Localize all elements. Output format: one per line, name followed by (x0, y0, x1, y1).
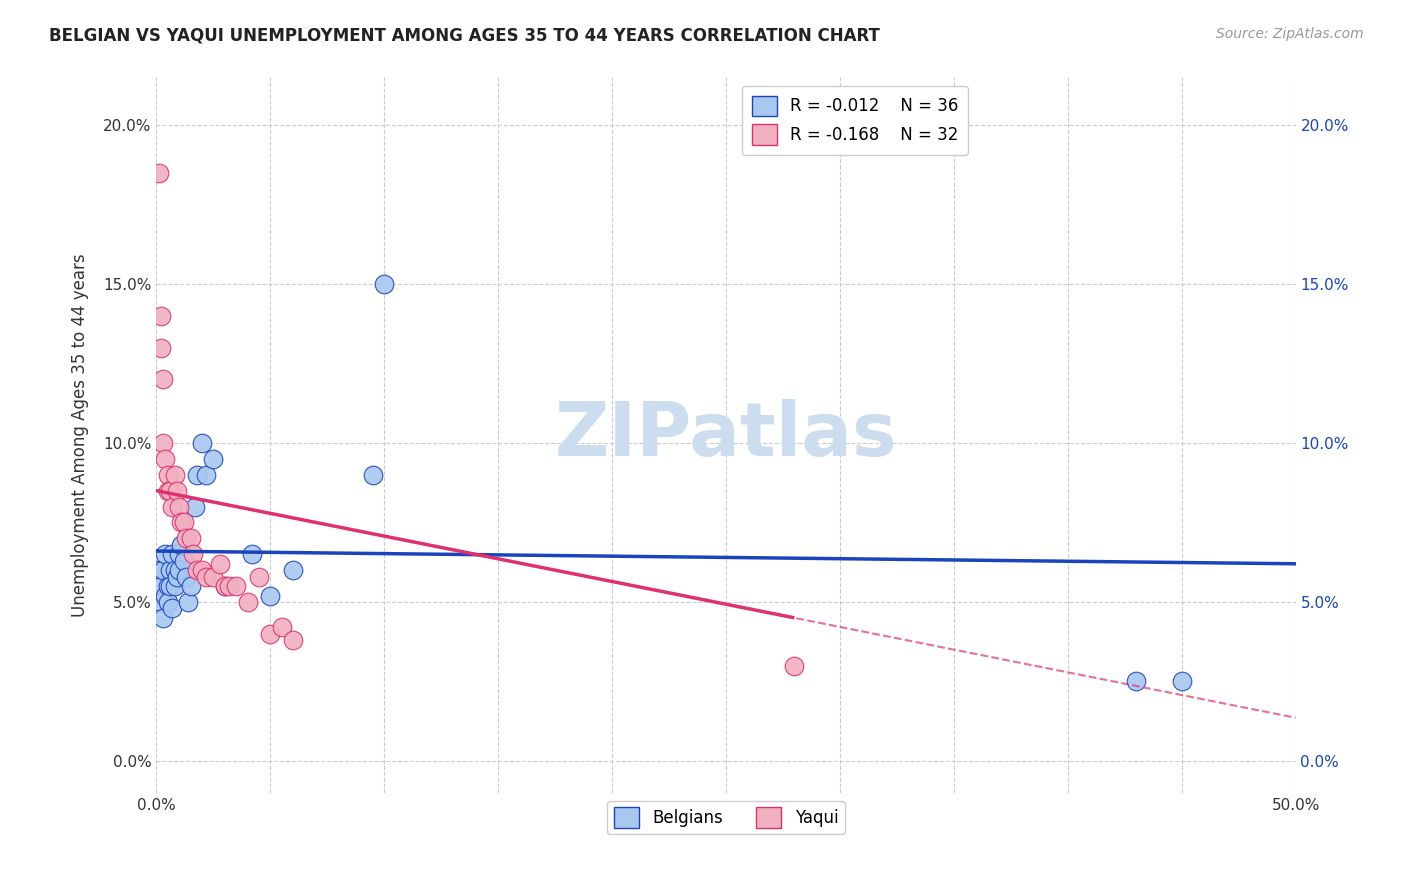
Point (270, 620, 292, 634)
Point (167, 563, 190, 577)
Legend: Belgians, Yaqui: Belgians, Yaqui (607, 801, 845, 834)
Point (181, 547, 204, 561)
Point (1170, 674, 1192, 689)
Point (156, 595, 179, 609)
Point (177, 595, 200, 609)
Point (225, 579, 247, 593)
Point (281, 633, 304, 648)
Point (152, 436, 174, 450)
Point (259, 626, 281, 640)
Point (191, 436, 214, 450)
Point (170, 538, 193, 552)
Point (195, 467, 218, 482)
Point (166, 483, 188, 498)
Point (202, 451, 225, 466)
Point (209, 557, 232, 571)
Point (167, 500, 190, 514)
Point (155, 589, 177, 603)
Point (1125, 674, 1147, 689)
Point (186, 563, 208, 577)
Text: BELGIAN VS YAQUI UNEMPLOYMENT AMONG AGES 35 TO 44 YEARS CORRELATION CHART: BELGIAN VS YAQUI UNEMPLOYMENT AMONG AGES… (49, 27, 880, 45)
Point (373, 277, 395, 291)
Point (163, 467, 186, 482)
Point (149, 341, 172, 355)
Point (170, 516, 193, 530)
Point (191, 563, 214, 577)
Point (236, 595, 259, 609)
Point (155, 451, 177, 466)
Point (214, 579, 236, 593)
Point (162, 601, 184, 615)
Point (156, 467, 179, 482)
Point (152, 372, 174, 386)
Point (152, 563, 174, 577)
Y-axis label: Unemployment Among Ages 35 to 44 years: Unemployment Among Ages 35 to 44 years (72, 253, 89, 617)
Point (173, 553, 195, 567)
Point (149, 579, 172, 593)
Point (162, 547, 184, 561)
Point (162, 500, 184, 514)
Point (259, 589, 281, 603)
Point (180, 579, 202, 593)
Point (167, 547, 190, 561)
Point (149, 309, 172, 323)
Point (180, 532, 202, 546)
Point (202, 569, 225, 583)
Point (149, 595, 172, 609)
Point (159, 579, 181, 593)
Point (783, 658, 806, 673)
Point (166, 569, 188, 583)
Point (184, 500, 207, 514)
Point (163, 563, 186, 577)
Point (218, 579, 240, 593)
Text: Source: ZipAtlas.com: Source: ZipAtlas.com (1216, 27, 1364, 41)
Point (214, 579, 236, 593)
Point (152, 611, 174, 625)
Point (156, 579, 179, 593)
Point (159, 483, 181, 498)
Point (163, 579, 186, 593)
Point (361, 467, 384, 482)
Point (195, 569, 218, 583)
Point (173, 516, 195, 530)
Point (174, 569, 197, 583)
Point (148, 563, 170, 577)
Point (174, 532, 197, 546)
Text: ZIPatlas: ZIPatlas (554, 399, 897, 472)
Point (159, 563, 181, 577)
Point (148, 166, 170, 180)
Point (281, 563, 304, 577)
Point (155, 547, 177, 561)
Point (240, 547, 263, 561)
Point (156, 483, 179, 498)
Point (186, 467, 208, 482)
Point (247, 569, 270, 583)
